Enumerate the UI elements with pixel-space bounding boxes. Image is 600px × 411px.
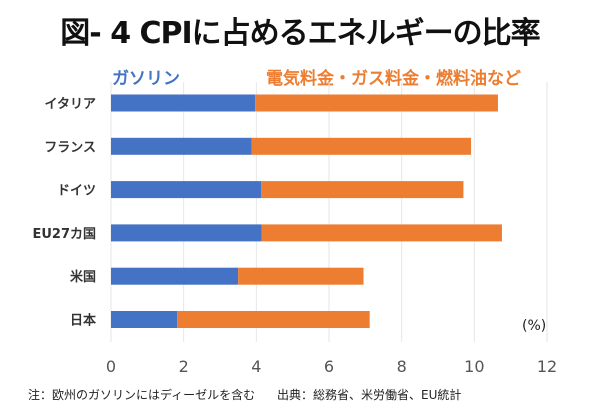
legend-gasoline: ガソリン (112, 69, 180, 89)
x-tick-label: 4 (251, 357, 261, 376)
category-label: 米国 (70, 269, 96, 285)
bar-gasoline (111, 267, 239, 285)
footer: 注：欧州のガソリンにはディーゼルを含む 出典：総務省、米労働省、EU統計 (28, 386, 479, 403)
bar-gasoline (111, 137, 252, 155)
footnote: 注：欧州のガソリンにはディーゼルを含む (28, 388, 256, 402)
bar-gasoline (111, 181, 262, 199)
bar-other-energy (251, 137, 472, 155)
bar-gasoline (111, 224, 262, 242)
x-tick-label: 8 (397, 357, 407, 376)
bar-gasoline (111, 94, 256, 112)
bar-other-energy (255, 94, 498, 112)
bar-other-energy (177, 311, 370, 328)
x-tick-label: 12 (537, 357, 557, 376)
unit-label: (%) (522, 318, 547, 334)
category-label: 日本 (70, 313, 96, 329)
source-note: 出典：総務省、米労働省、EU統計 (277, 388, 462, 402)
bar-other-energy (261, 181, 464, 199)
bar-other-energy (261, 224, 502, 242)
category-label: イタリア (45, 97, 96, 112)
x-tick-label: 10 (464, 357, 484, 376)
bar-other-energy (238, 267, 364, 285)
bar-gasoline (111, 311, 178, 328)
legend-other-energy: 電気料金・ガス料金・燃料油など (266, 69, 521, 89)
category-label: ドイツ (57, 184, 96, 199)
category-label: フランス (44, 140, 96, 155)
x-tick-label: 0 (106, 357, 116, 376)
x-tick-label: 2 (179, 357, 189, 376)
category-label: EU27カ国 (32, 227, 96, 242)
x-tick-label: 6 (324, 357, 334, 376)
chart-title: 図- 4 CPIに占めるエネルギーの比率 (60, 16, 540, 51)
